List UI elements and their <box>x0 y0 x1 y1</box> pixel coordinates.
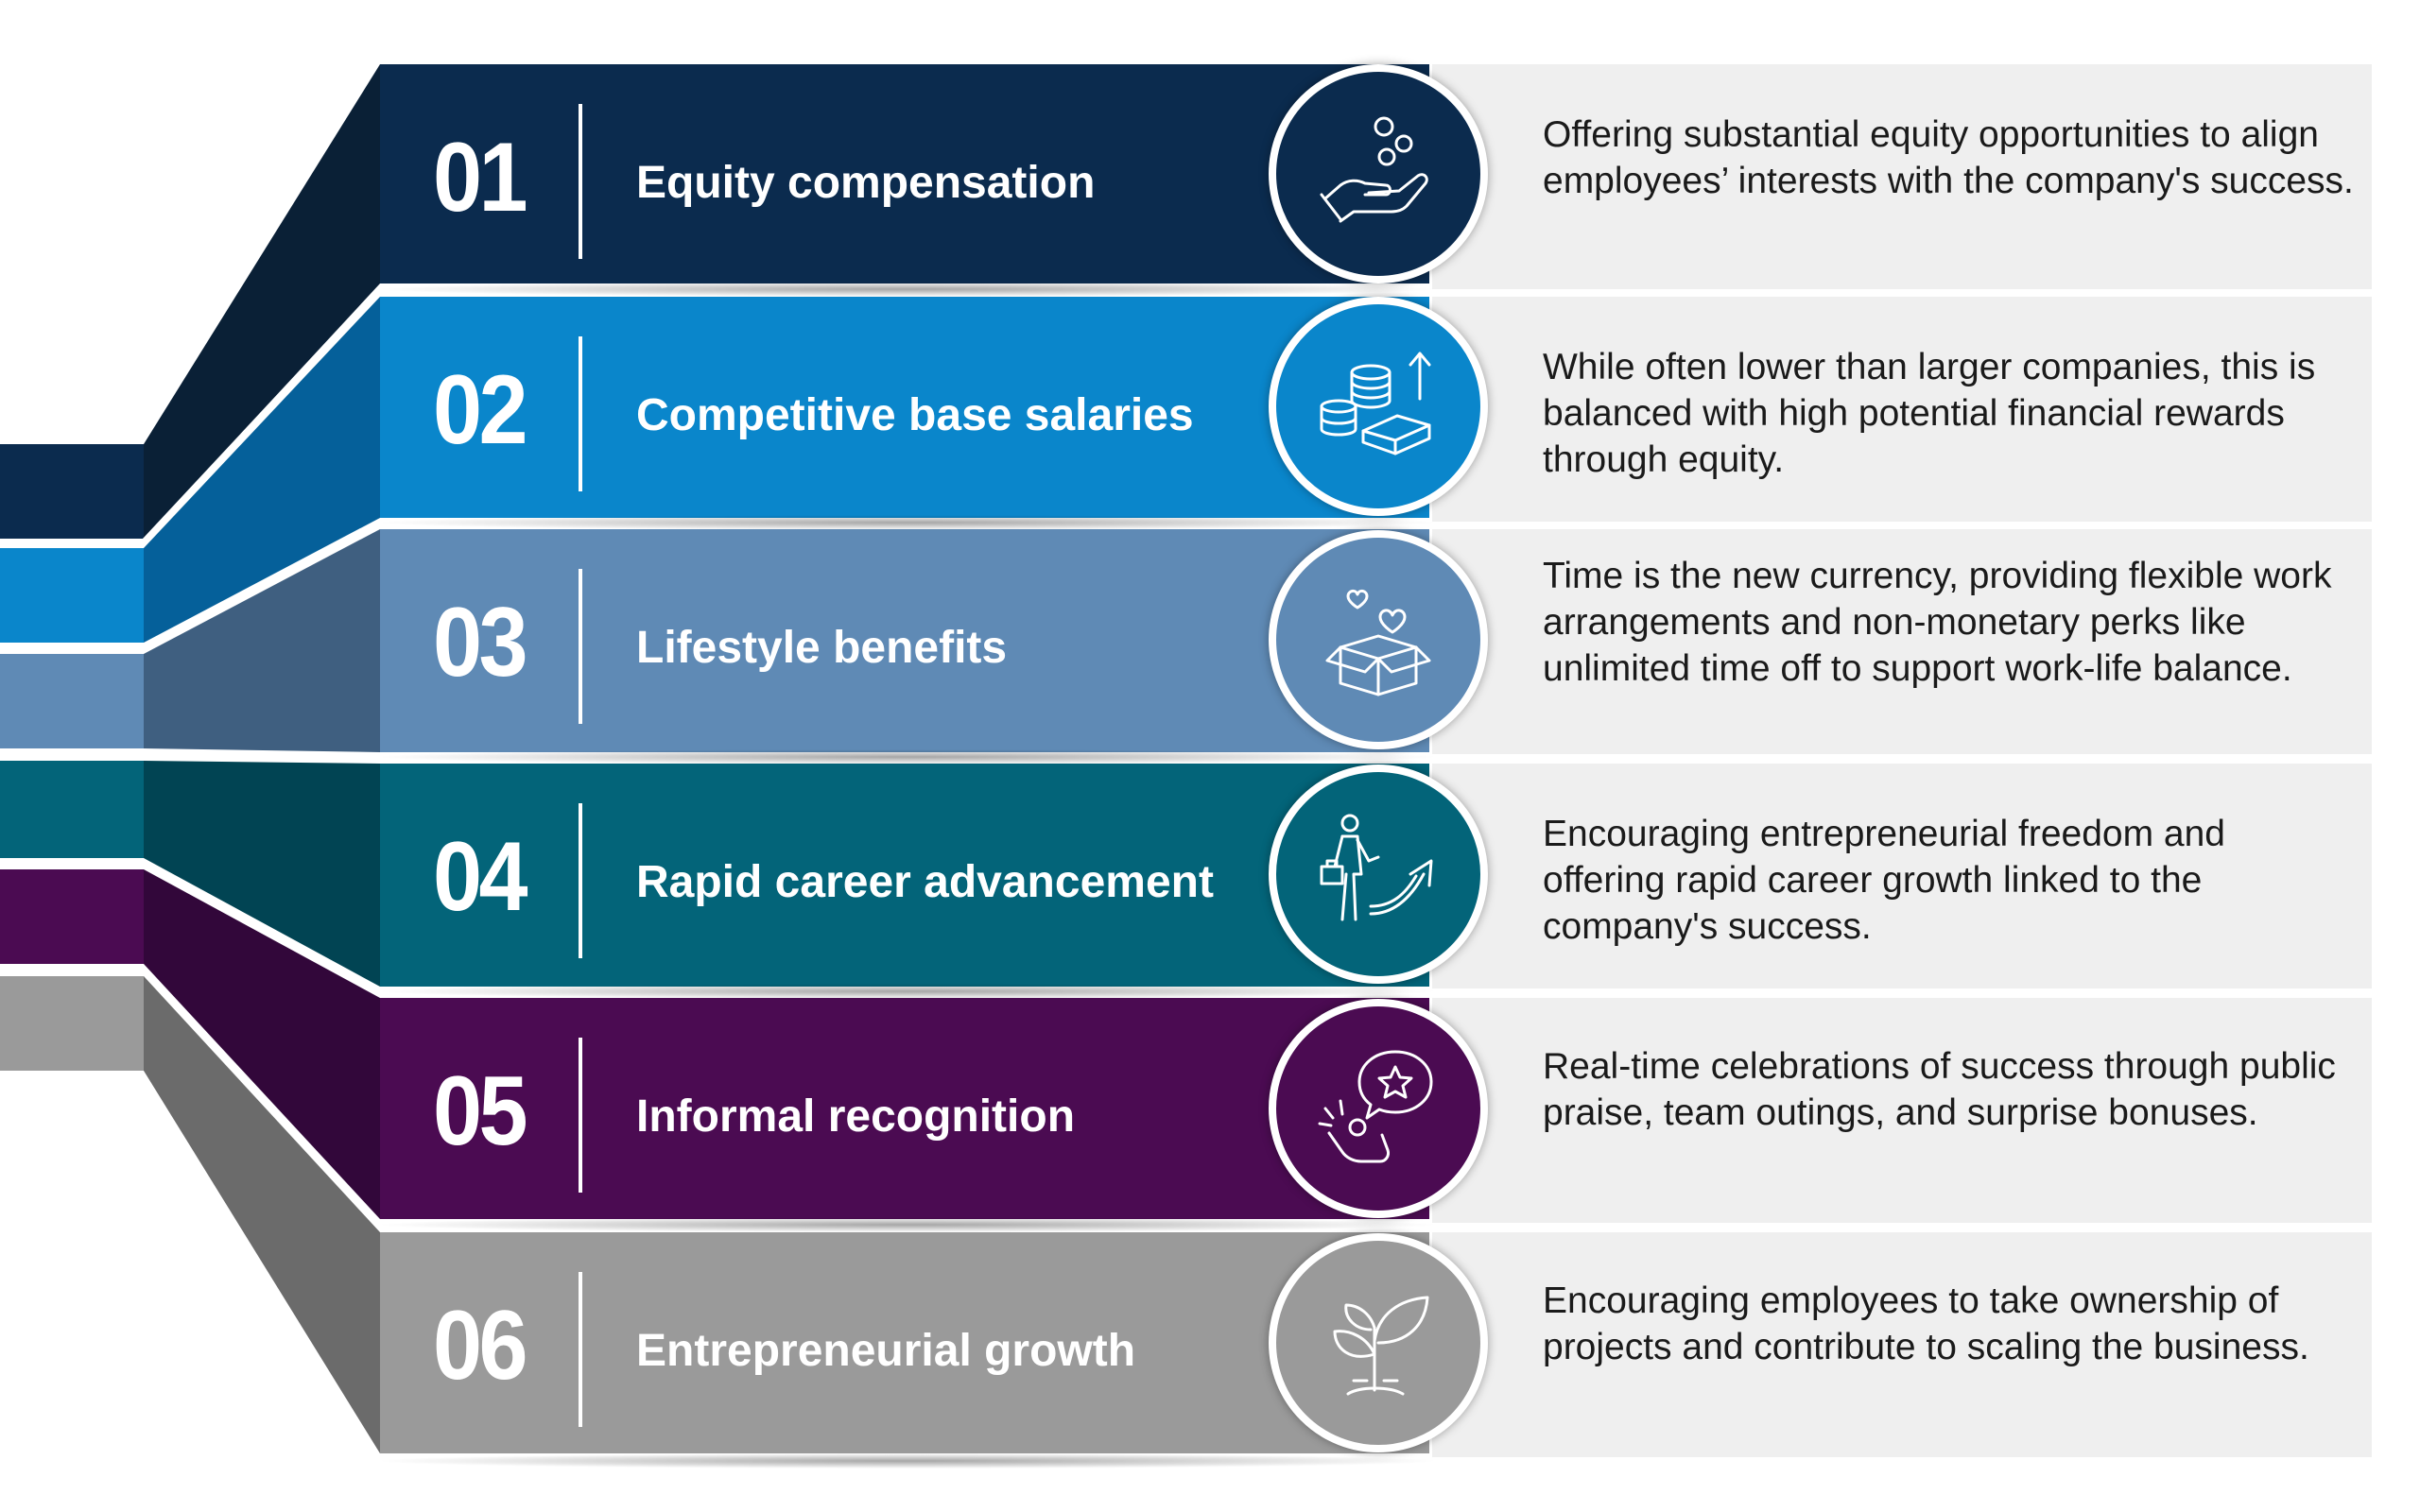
row-title: Informal recognition <box>636 1091 1076 1142</box>
row-number: 03 <box>433 588 528 697</box>
row-divider <box>579 1272 582 1427</box>
ribbon-separator-1 <box>0 286 383 546</box>
icon-circle-03 <box>1269 530 1488 749</box>
row-number: 04 <box>433 822 528 932</box>
ribbon-band-06 <box>380 1232 1429 1453</box>
band-shadow-1 <box>378 282 1437 297</box>
row-divider <box>579 1038 582 1193</box>
ribbon-fold-03 <box>144 529 380 752</box>
row-divider <box>579 104 582 259</box>
career-growth-arrow-icon <box>1320 814 1433 921</box>
row-title: Lifestyle benefits <box>636 623 1008 673</box>
row-description: While often lower than larger companies,… <box>1543 347 2316 480</box>
band-shadow-5 <box>378 1217 1437 1232</box>
ribbon-stub-05 <box>0 869 144 964</box>
row-title: Entrepreneurial growth <box>636 1326 1136 1376</box>
ribbon-separator-5 <box>0 966 383 1229</box>
band-shadow-4 <box>378 984 1437 999</box>
ribbon-separator-4 <box>0 860 382 996</box>
band-shadow-3 <box>378 749 1437 765</box>
sprout-plant-icon <box>1333 1296 1429 1396</box>
description-panel-04 <box>1432 764 2372 988</box>
row-number: 01 <box>433 123 528 232</box>
ribbon-stub-04 <box>0 761 144 858</box>
description-panel-05 <box>1432 998 2372 1223</box>
ribbon-fold-04 <box>144 761 380 987</box>
money-stacks-icon <box>1320 352 1431 455</box>
ribbon-band-01 <box>380 64 1429 284</box>
ribbon-fold-05 <box>144 869 380 1219</box>
row-description: Time is the new currency, providing flex… <box>1543 556 2332 689</box>
ribbon-separator-2 <box>0 520 382 652</box>
icon-circle-04 <box>1269 765 1488 984</box>
description-panel-01 <box>1432 64 2372 289</box>
row-number: 05 <box>433 1057 528 1166</box>
description-panel-06 <box>1432 1232 2372 1457</box>
ribbon-band-04 <box>380 764 1429 987</box>
description-panel-02 <box>1432 297 2372 522</box>
row-number: 06 <box>433 1291 528 1400</box>
row-title: Equity compensation <box>636 158 1096 208</box>
ribbon-band-05 <box>380 998 1429 1219</box>
row-title: Competitive base salaries <box>636 390 1194 440</box>
ribbon-fold-06 <box>144 976 380 1453</box>
row-divider <box>579 336 582 491</box>
band-shadow-2 <box>378 515 1437 530</box>
row-number: 02 <box>433 355 528 465</box>
row-description: Encouraging employees to take ownership … <box>1543 1280 2309 1367</box>
band-shadow-6 <box>378 1453 1437 1469</box>
icon-circle-05 <box>1269 999 1488 1218</box>
row-divider <box>579 569 582 724</box>
ribbon-separator-3 <box>0 752 381 762</box>
ribbon-stub-06 <box>0 976 144 1071</box>
description-panel-03 <box>1432 529 2372 754</box>
hand-coins-icon <box>1320 116 1428 223</box>
ribbon-band-03 <box>380 529 1429 752</box>
row-description: Offering substantial equity opportunitie… <box>1543 114 2354 201</box>
gift-box-hearts-icon <box>1325 589 1431 696</box>
ribbon-band-02 <box>380 297 1429 518</box>
row-description: Encouraging entrepreneurial freedom and … <box>1543 814 2225 947</box>
row-title: Rapid career advancement <box>636 857 1214 907</box>
star-recognition-icon <box>1318 1050 1433 1163</box>
icon-circle-06 <box>1269 1233 1488 1452</box>
icon-circle-01 <box>1269 64 1488 284</box>
ribbon-fold-01 <box>144 64 380 539</box>
ribbon-fold-02 <box>144 297 380 643</box>
row-description: Real-time celebrations of success throug… <box>1543 1046 2336 1133</box>
row-divider <box>579 803 582 958</box>
ribbon-stub-02 <box>0 548 144 643</box>
ribbon-stub-01 <box>0 444 144 539</box>
icon-circle-02 <box>1269 297 1488 516</box>
ribbon-stub-03 <box>0 654 144 748</box>
